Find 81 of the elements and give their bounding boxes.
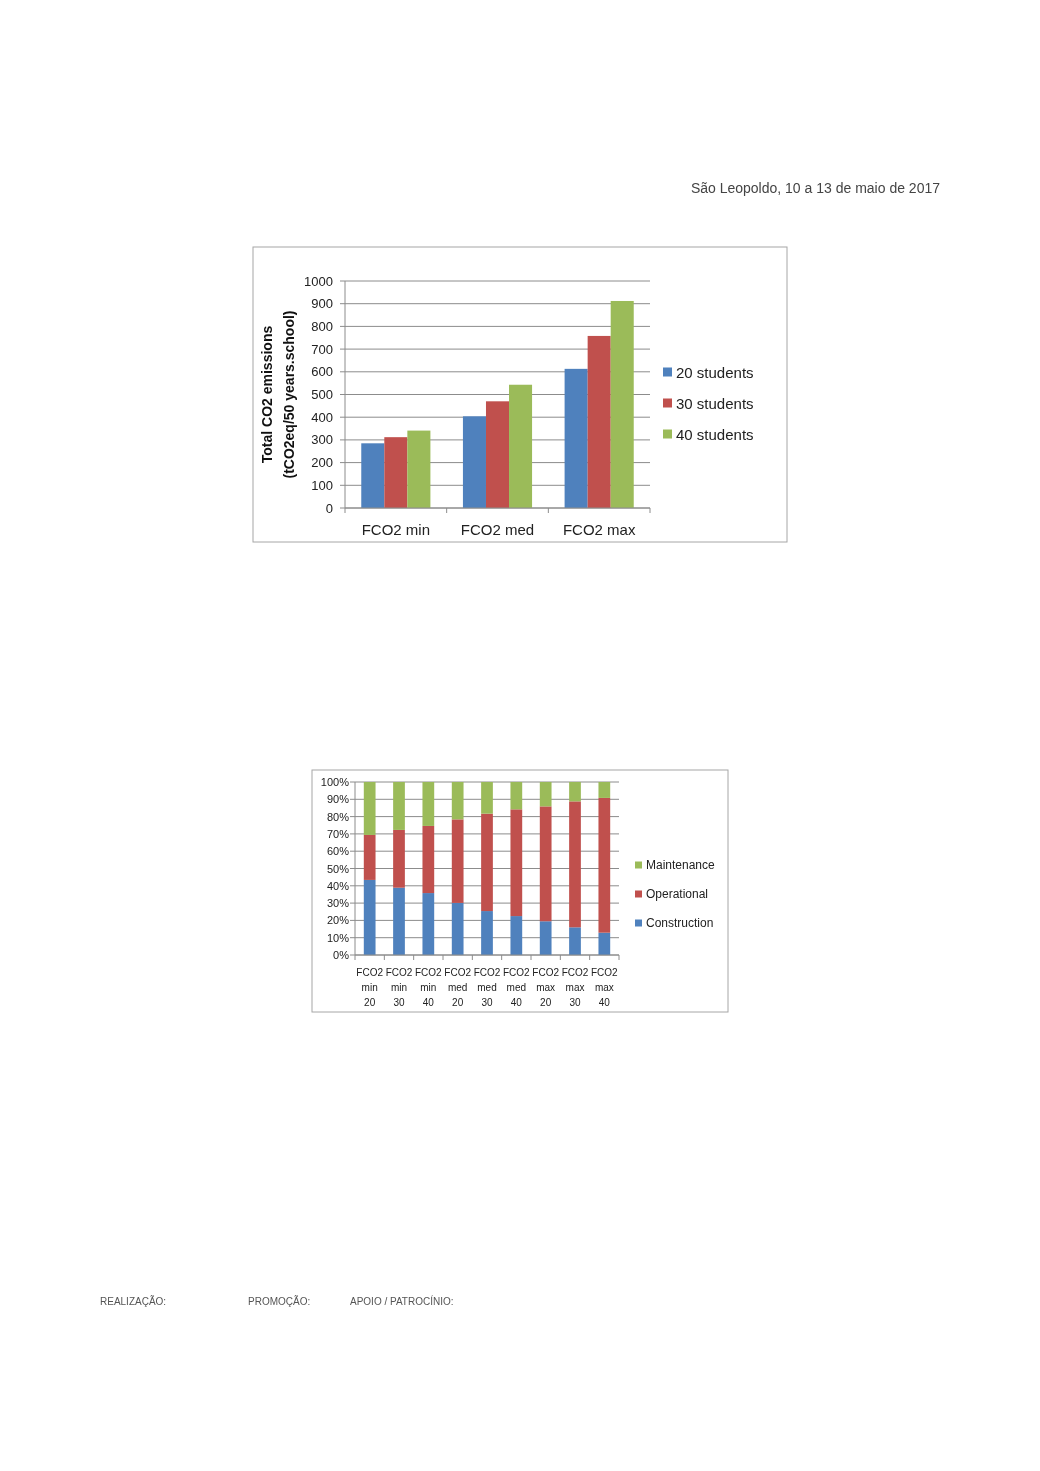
text: APOIO / PATROCÍNIO:: [350, 1295, 454, 1307]
legend-label: Operational: [646, 887, 709, 901]
y-tick-label: 40%: [326, 879, 350, 892]
y-tick-label: 400: [311, 409, 333, 425]
legend-label: 40 students: [676, 425, 754, 443]
y-tick-label: 900: [311, 296, 333, 312]
bar: [510, 782, 523, 810]
y-axis-title: Total CO2 emissions (tCO2eq/50 years.school): [259, 310, 297, 479]
bar: [510, 809, 523, 917]
y-tick-label: 600: [311, 364, 333, 380]
x-tick-label: FCO2 min: [361, 521, 431, 538]
text: PROMOÇÃO:: [248, 1295, 311, 1307]
x-tick-label: FCO2 max 20: [532, 967, 560, 1008]
bar: [361, 443, 385, 508]
bar: [481, 782, 493, 814]
y-tick-label: 0%: [333, 949, 350, 961]
x-tick-label: FCO2 med 30: [473, 967, 501, 1008]
bar: [564, 368, 588, 508]
y-tick-label: 0: [325, 500, 333, 516]
bar: [363, 834, 376, 880]
bar: [363, 782, 376, 835]
y-tick-label: 20%: [326, 914, 350, 927]
x-tick-label: FCO2 max 30: [561, 967, 589, 1008]
y-tick-label: 30%: [326, 897, 350, 910]
y-tick-label: 100: [311, 477, 333, 493]
bar: [539, 806, 552, 922]
bar: [384, 437, 408, 508]
bar: [539, 921, 552, 955]
text: REALIZAÇÃO:: [100, 1295, 167, 1307]
x-tick-label: FCO2 med 40: [503, 967, 531, 1008]
y-tick-label: 300: [311, 432, 333, 448]
bar: [462, 416, 486, 508]
x-tick-label: FCO2 max: [562, 521, 636, 538]
bar: [610, 300, 634, 508]
bar: [569, 927, 581, 955]
x-tick-label: FCO2 min 30: [385, 967, 413, 1008]
x-tick-label: FCO2 med 20: [444, 967, 472, 1008]
x-tick-label: FCO2 med: [460, 521, 535, 538]
bar: [393, 782, 405, 830]
legend-label: Construction: [646, 916, 714, 930]
y-tick-label: 60%: [326, 845, 350, 858]
bar: [451, 902, 464, 955]
y-tick-label: 90%: [326, 793, 350, 806]
bar: [451, 782, 464, 820]
bar: [539, 782, 552, 807]
bar: [481, 911, 493, 955]
bar: [481, 813, 493, 912]
y-tick-label: 1000: [304, 273, 333, 289]
legend-label: 20 students: [676, 363, 754, 381]
y-tick-label: 50%: [326, 862, 350, 875]
y-tick-label: 80%: [326, 810, 350, 823]
bar: [422, 893, 435, 955]
bar: [393, 829, 405, 888]
bar: [598, 932, 611, 955]
bar: [510, 916, 523, 955]
bar: [393, 887, 405, 955]
y-tick-label: 500: [311, 387, 333, 402]
y-tick-label: 700: [311, 341, 333, 357]
bar: [569, 782, 581, 802]
bar: [509, 384, 533, 508]
y-tick-label: 70%: [326, 827, 350, 840]
x-tick-label: FCO2 min 40: [415, 967, 443, 1008]
bar: [451, 819, 464, 903]
bar: [587, 335, 611, 508]
bar: [422, 782, 435, 826]
bar: [598, 797, 611, 933]
x-tick-label: FCO2 max 40: [591, 967, 619, 1008]
y-tick-label: 200: [311, 455, 333, 471]
bar: [407, 430, 431, 508]
legend-label: Maintenance: [646, 858, 716, 872]
bar: [598, 782, 611, 798]
x-tick-label: FCO2 min 20: [356, 967, 384, 1008]
y-tick-label: 800: [311, 318, 333, 334]
text: São Leopoldo, 10 a 13 de maio de 2017: [690, 180, 941, 196]
bar: [422, 825, 435, 894]
legend-label: 30 students: [676, 394, 754, 412]
y-tick-label: 100%: [320, 776, 350, 788]
bar: [363, 879, 376, 955]
bar: [485, 401, 510, 508]
bar: [569, 801, 581, 928]
y-tick-label: 10%: [326, 931, 350, 944]
